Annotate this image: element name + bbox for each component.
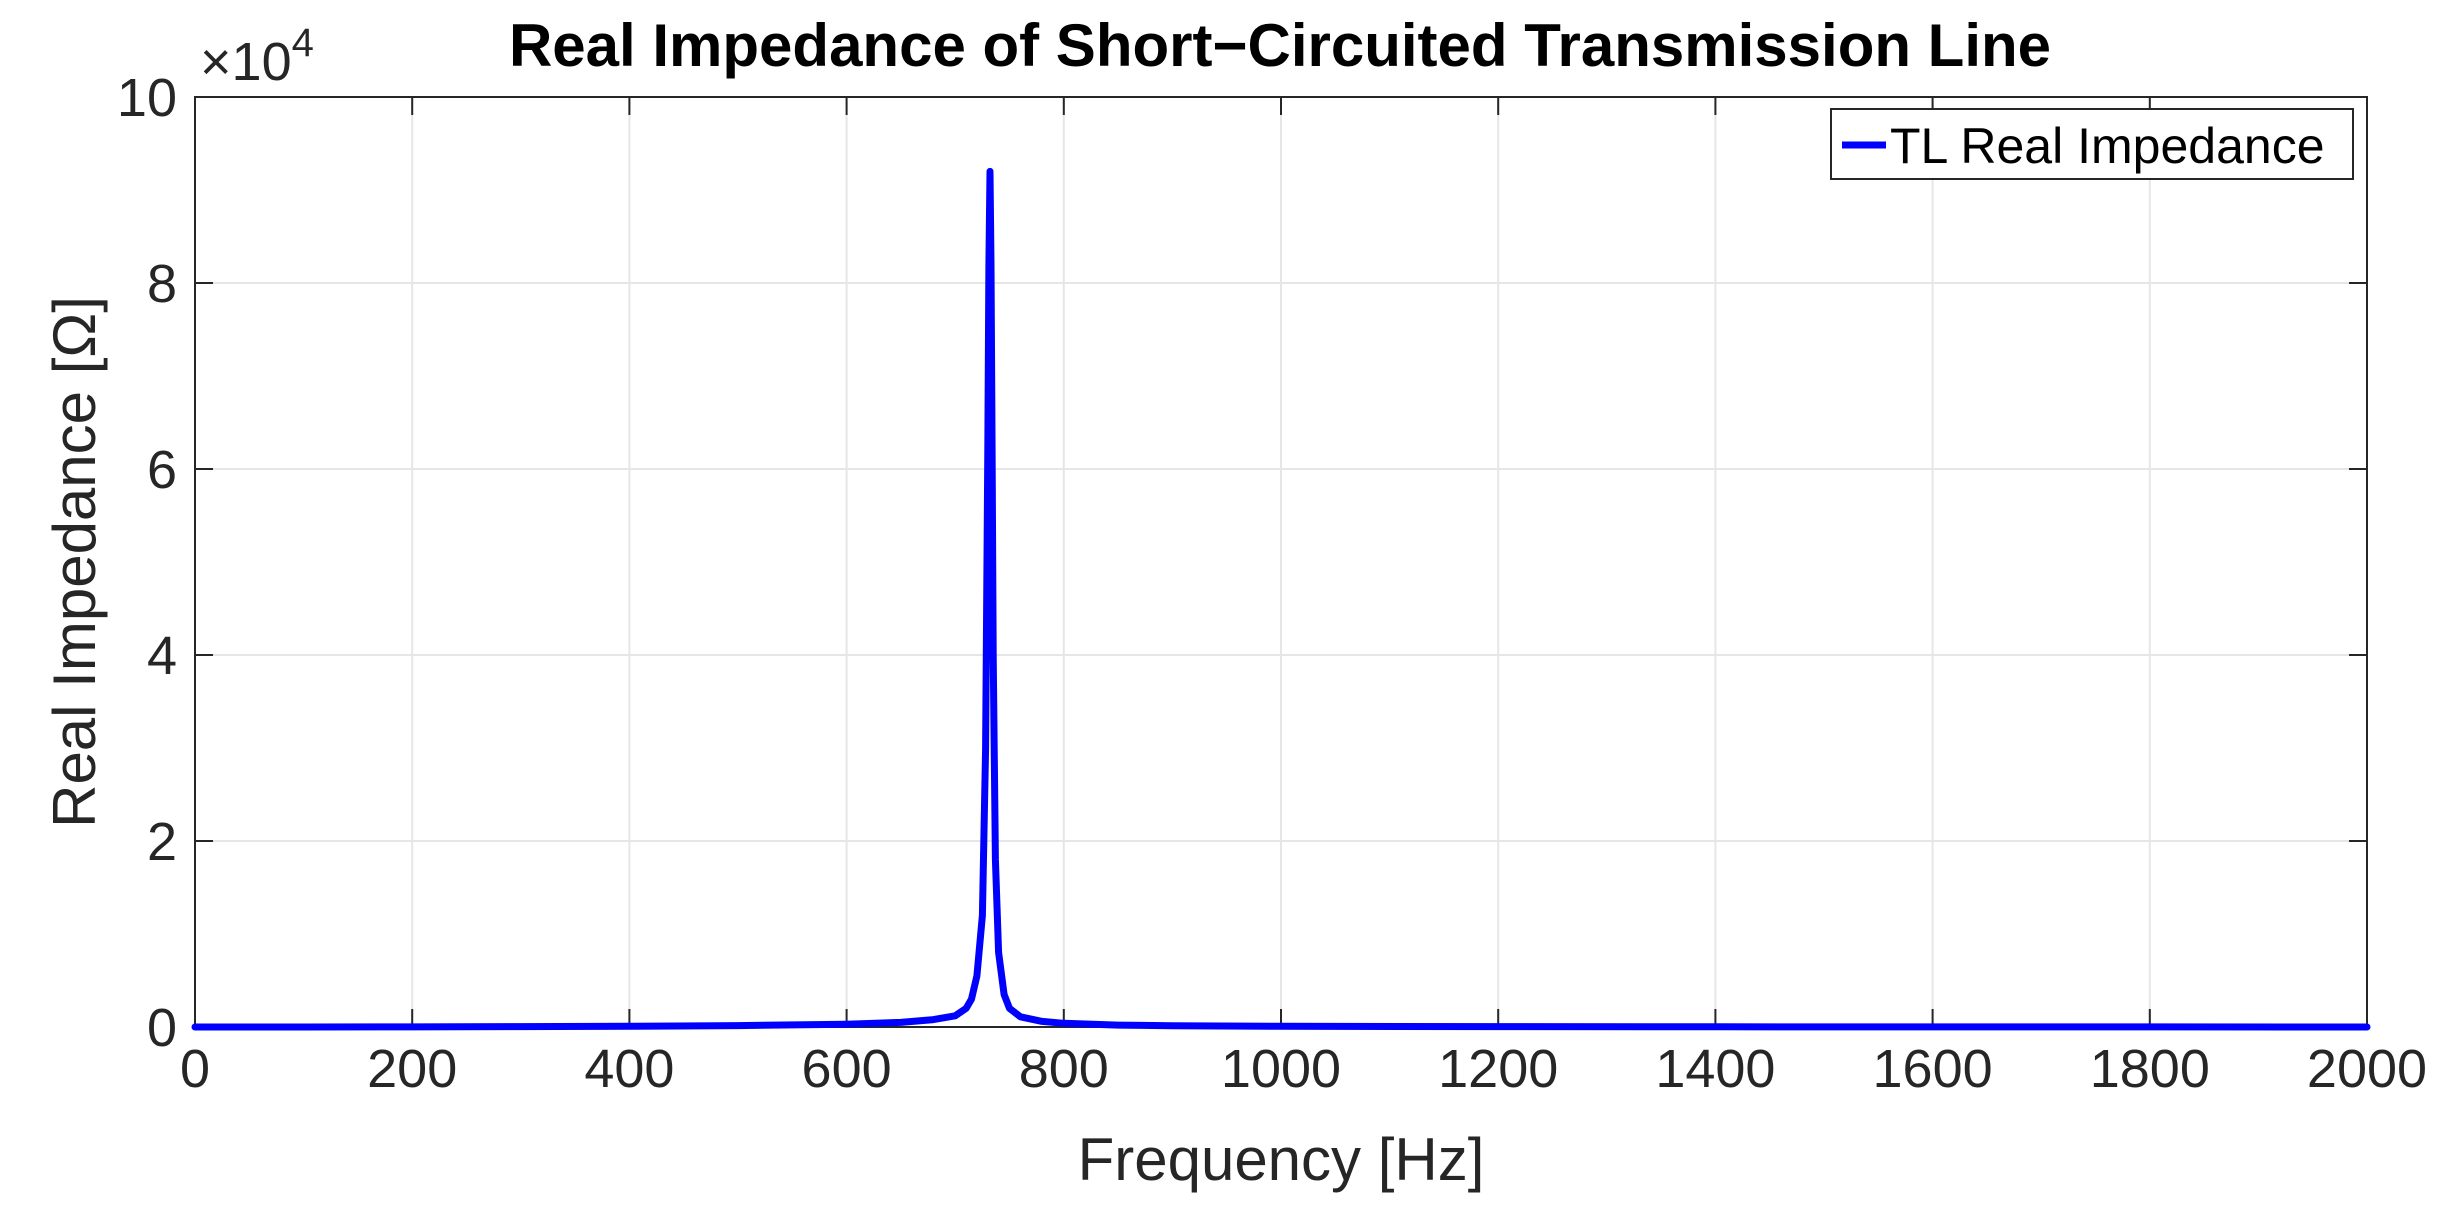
x-tick-label: 0	[180, 1039, 210, 1099]
legend: TL Real Impedance	[1830, 108, 2354, 180]
y-exponent-power: 4	[292, 21, 314, 65]
x-tick-label: 800	[1019, 1039, 1109, 1099]
series-line	[191, 167, 2371, 1031]
y-tick-label: 8	[147, 254, 177, 314]
ticks: 0 200 400 600 800 1000 1200 1400 1600 1800 2000 0 2 4…	[117, 68, 2427, 1099]
chart-title: Real Impedance of Short−Circuited Transm…	[509, 12, 2051, 79]
x-tick-label: 1400	[1655, 1039, 1775, 1099]
y-exponent-base: ×10	[200, 32, 292, 92]
x-tick-label: 1800	[2090, 1039, 2210, 1099]
x-tick-label: 2000	[2307, 1039, 2427, 1099]
y-exponent: ×104	[200, 21, 314, 92]
series-layer	[191, 167, 2371, 1031]
y-axis-label: Real Impedance [Ω]	[41, 296, 108, 828]
x-tick-label: 200	[367, 1039, 457, 1099]
x-axis-label: Frequency [Hz]	[1078, 1126, 1485, 1193]
y-tick-label: 2	[147, 812, 177, 872]
x-tick-label: 1000	[1221, 1039, 1341, 1099]
y-tick-label: 10	[117, 68, 177, 128]
x-tick-label: 400	[584, 1039, 674, 1099]
y-tick-label: 6	[147, 440, 177, 500]
grid	[195, 97, 2367, 1027]
x-tick-label: 1600	[1873, 1039, 1993, 1099]
y-tick-label: 4	[147, 626, 177, 686]
y-tick-label: 0	[147, 998, 177, 1058]
legend-box	[1830, 108, 2354, 180]
legend-label: TL Real Impedance	[1890, 118, 2325, 174]
x-tick-label: 600	[802, 1039, 892, 1099]
x-tick-label: 1200	[1438, 1039, 1558, 1099]
